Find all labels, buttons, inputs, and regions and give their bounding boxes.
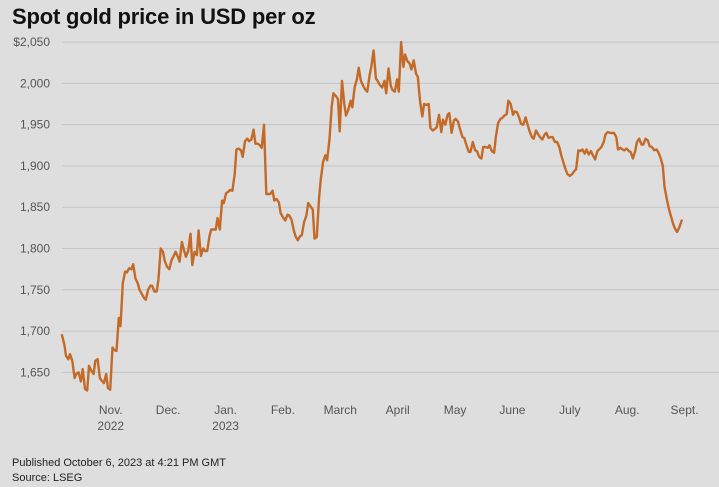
y-tick-label: 2,000 [20,76,50,90]
y-axis-ticks: 1,650 1,700 1,750 1,800 1,850 1,900 1,950 2,000… [13,35,50,379]
source-note: Source: LSEG [12,472,83,484]
published-note: Published October 6, 2023 at 4:21 PM GMT [12,457,227,469]
x-tick-label: Jan. [214,403,237,417]
x-tick-label: Nov. [99,403,123,417]
series-layer [60,40,683,392]
y-tick-label: 1,700 [20,324,50,338]
x-tick-label: Aug. [615,403,640,417]
x-tick-year-label: 2022 [97,419,124,433]
x-tick-label: Sept. [671,403,699,417]
y-tick-label: 1,650 [20,365,50,379]
series-line-0 [60,40,683,392]
x-tick-label: July [559,403,580,417]
x-tick-year-label: 2023 [212,419,239,433]
x-axis-ticks: Nov. 2022 Dec. Jan. 2023 Feb. March April May Jun… [97,403,699,433]
y-tick-label: 1,950 [20,118,50,132]
gridlines [62,41,719,373]
chart-title: Spot gold price in USD per oz [12,4,316,29]
x-tick-label: April [386,403,410,417]
y-tick-label: 1,800 [20,242,50,256]
y-tick-label: 1,900 [20,159,50,173]
x-tick-label: June [499,403,525,417]
x-tick-label: May [444,403,467,417]
x-tick-label: Dec. [156,403,181,417]
y-tick-label: $2,050 [13,35,50,49]
y-tick-label: 1,850 [20,200,50,214]
x-tick-label: Feb. [271,403,295,417]
x-tick-label: March [324,403,357,417]
y-tick-label: 1,750 [20,283,50,297]
